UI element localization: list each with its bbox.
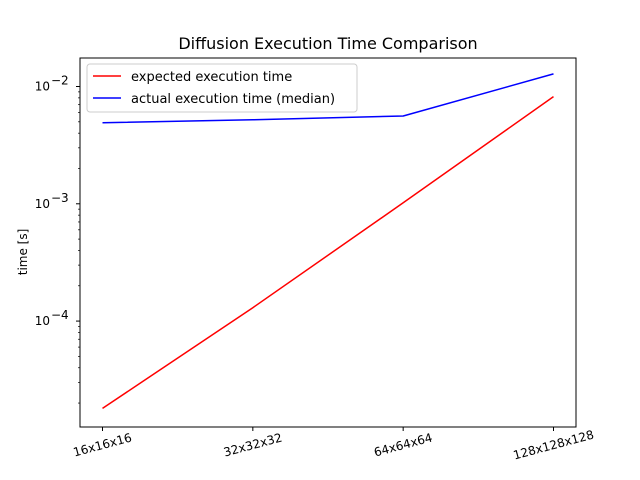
y-tick-label: 10 (35, 197, 50, 211)
legend-label-0: expected execution time (131, 70, 292, 85)
y-tick-exponent: −4 (51, 308, 69, 322)
series-line-0 (102, 95, 554, 410)
legend-label-1: actual execution time (median) (131, 92, 335, 107)
series-line-1 (102, 73, 554, 124)
plot-frame (79, 57, 577, 428)
legend-box (86, 63, 358, 113)
series-layer (102, 73, 554, 410)
chart-title: Diffusion Execution Time Comparison (178, 34, 477, 53)
y-tick-exponent: −3 (51, 191, 69, 205)
y-tick-label: 10 (35, 80, 50, 94)
legend: expected execution time actual execution … (86, 63, 358, 113)
y-tick-exponent: −2 (51, 74, 69, 88)
y-axis-label: time [s] (16, 229, 30, 276)
y-tick-label: 10 (35, 314, 50, 328)
